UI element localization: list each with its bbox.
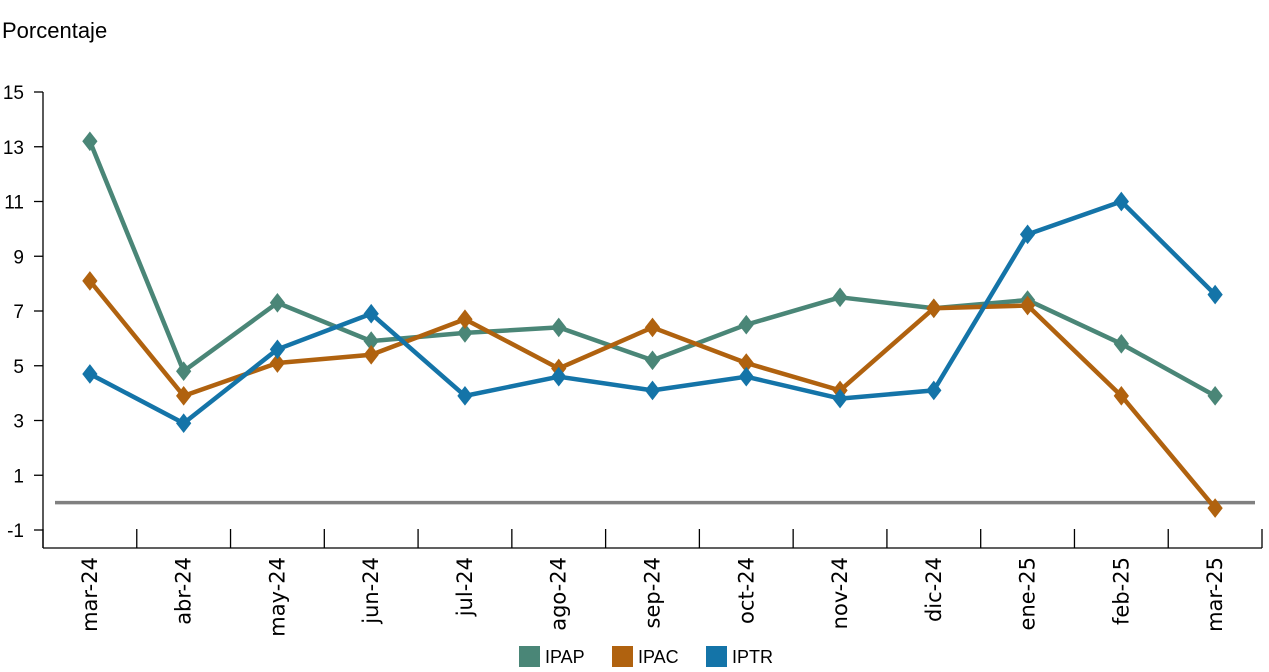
series-ipap [82,131,1223,406]
data-point-ipac [1207,498,1223,518]
data-point-iptr [1207,284,1223,305]
data-point-ipac [269,353,286,373]
x-tick-label: ene-25 [1016,557,1040,630]
data-point-iptr [269,339,286,360]
data-point-ipap [82,131,98,152]
data-point-ipap [269,292,286,313]
y-tick-label: -1 [7,521,24,542]
x-tick-label: ago-24 [547,557,571,631]
data-point-iptr [82,364,98,384]
data-point-ipap [457,323,473,343]
x-tick-label: oct-24 [734,557,758,624]
y-tick-label: 11 [4,193,24,214]
data-point-iptr [363,303,379,324]
data-point-ipap [644,350,661,371]
series-group [82,131,1223,518]
data-point-iptr [1019,224,1036,245]
data-point-iptr [644,380,661,401]
data-point-ipac [457,309,473,330]
x-axis: mar-24 abr-24 may-24 jun-24 jul-24 ago-24 sep-… [42,529,1263,637]
series-iptr [82,191,1223,434]
data-point-iptr [926,380,942,401]
data-point-ipac [1019,295,1036,316]
data-point-ipac [644,317,661,338]
y-tick-label: 15 [3,83,24,104]
data-point-ipap [176,361,192,382]
x-tick-label: mar-24 [78,557,102,632]
data-point-ipap [551,317,567,338]
x-tick-label: mar-25 [1203,557,1227,632]
x-tick-label: dic-24 [922,557,946,622]
y-tick-label: 13 [3,138,24,159]
data-point-ipac [176,386,192,406]
legend-swatch-ipap [519,646,540,667]
data-point-iptr [551,366,567,387]
data-point-ipap [1113,334,1129,354]
y-axis-label: Porcentaje [2,18,107,43]
x-tick-label: feb-25 [1109,557,1133,625]
data-point-ipap [738,314,754,335]
legend-swatch-ipac [612,646,633,667]
y-tick-label: 3 [13,412,24,433]
legend: IPAP IPAC IPTR [519,646,773,667]
x-tick-label: jul-24 [453,557,477,617]
data-point-ipap [832,287,848,308]
data-point-ipac [1113,386,1129,406]
data-point-iptr [832,388,848,409]
x-tick-label: sep-24 [641,557,665,629]
legend-label-ipac: IPAC [638,647,679,667]
data-point-iptr [1113,191,1129,212]
y-tick-label: 5 [13,357,24,378]
data-point-iptr [738,366,754,387]
legend-label-ipap: IPAP [545,647,585,667]
data-point-ipap [1207,386,1223,406]
x-tick-label: may-24 [265,557,289,637]
data-point-ipac [363,344,379,365]
y-tick-label: 1 [13,466,24,487]
data-point-iptr [457,386,473,406]
x-tick-label: jun-24 [359,557,383,625]
y-tick-label: 9 [13,247,24,268]
legend-swatch-iptr [706,646,727,667]
data-point-ipac [926,298,942,319]
data-point-ipac [82,271,98,291]
data-point-iptr [176,413,192,434]
x-tick-label: nov-24 [828,557,852,629]
x-tick-label: abr-24 [172,557,196,625]
y-tick-label: 7 [13,302,24,323]
legend-label-iptr: IPTR [732,647,773,667]
